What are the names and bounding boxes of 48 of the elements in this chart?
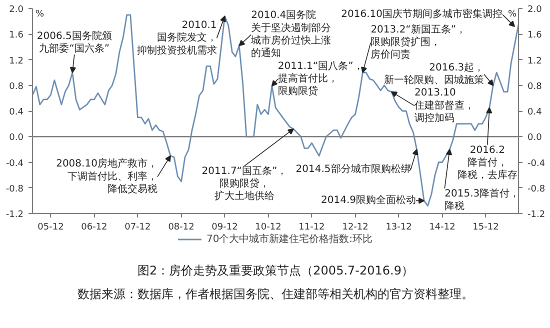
x-tick-label: 08-12 <box>168 222 194 232</box>
y-tick-label: 0.8 <box>9 82 24 92</box>
annotation: 2014.9限购全面松动 <box>321 194 416 206</box>
annotation: 2013.2“新国五条”，限购限贷扩围，房价问责 <box>370 23 466 61</box>
y2-tick-label: -1.2 <box>528 210 546 220</box>
annotation: 2016.10国庆节期间多城市密集调控 <box>341 8 503 20</box>
x-tick-label: 09-12 <box>212 222 238 232</box>
annotation: 2014.5部分城市限购松绑 <box>296 162 411 175</box>
text: 图2：房价走势及重要政策节点（2005.7-2016.9） <box>138 263 414 278</box>
y2-tick-label: 0.8 <box>528 82 542 92</box>
y-tick-label: 1.6 <box>9 30 24 41</box>
annotation: 2010.1国务院发文，抑制投资投机需求 <box>136 20 217 56</box>
x-tick-label: 05-12 <box>38 222 64 232</box>
x-tick-label: 15-12 <box>472 222 499 232</box>
y-tick-label: -0.4 <box>6 158 24 169</box>
annotation: 2016.3起，新一轮限购、因城施策 <box>384 62 484 86</box>
y-tick-label: 0.4 <box>9 108 24 118</box>
x-tick-label: 06-12 <box>81 222 108 232</box>
annotation: 2015.3降首付，降税 <box>444 187 520 212</box>
y2-tick-label: 0.4 <box>528 108 542 118</box>
source-note: 数据来源：数据库，作者根据国务院、住建部等相关机构的官方资料整理。 <box>78 286 474 301</box>
y2-tick-label: -0.8 <box>528 184 546 194</box>
annotation: 2013.10住建部督查，调控加码 <box>414 88 475 124</box>
y2-tick-label: 1.6 <box>528 30 542 41</box>
annotation: 2011.7“国五条”，限购限贷，扩大土地供给 <box>202 164 288 202</box>
y-tick-label: 0.0 <box>9 133 24 144</box>
x-tick-label: 13-12 <box>386 222 412 232</box>
annotation: 2016.2降首付，降税，去库存 <box>457 144 518 182</box>
y-tick-label: -1.2 <box>6 210 24 220</box>
x-tick-label: 10-12 <box>255 222 282 232</box>
annotation: 2008.10房地产救市，下调首付比、利率，降低交易税 <box>56 158 158 195</box>
x-tick-label: 11-12 <box>298 222 325 232</box>
annotation: 2010.4国务院关于坚决遏制部分城市房价过快上涨的通知 <box>250 9 332 60</box>
annotation: 2006.5国务院颁九部委“国六条” <box>36 30 112 55</box>
legend-label: 70个大中城市新建住宅价格指数:环比 <box>206 232 373 246</box>
y2-tick-label: 2.0 <box>528 5 542 15</box>
x-tick-label: 14-12 <box>429 222 456 232</box>
y2-tick-label: 1.2 <box>528 56 542 66</box>
x-tick-label: 07-12 <box>124 222 151 232</box>
y-tick-label: 2.0 <box>9 5 24 15</box>
y2-tick-label: 0.0 <box>528 133 542 144</box>
y-axis-title: % <box>36 10 44 20</box>
y-tick-label: 1.2 <box>9 56 24 66</box>
y2-axis-title: % <box>508 10 517 20</box>
y2-tick-label: -0.4 <box>528 158 546 169</box>
annotation: 2011.1“国八条”，提高首付比，限购限贷 <box>278 60 364 98</box>
y-tick-label: -0.8 <box>6 184 24 194</box>
x-tick-label: 12-12 <box>342 222 368 232</box>
